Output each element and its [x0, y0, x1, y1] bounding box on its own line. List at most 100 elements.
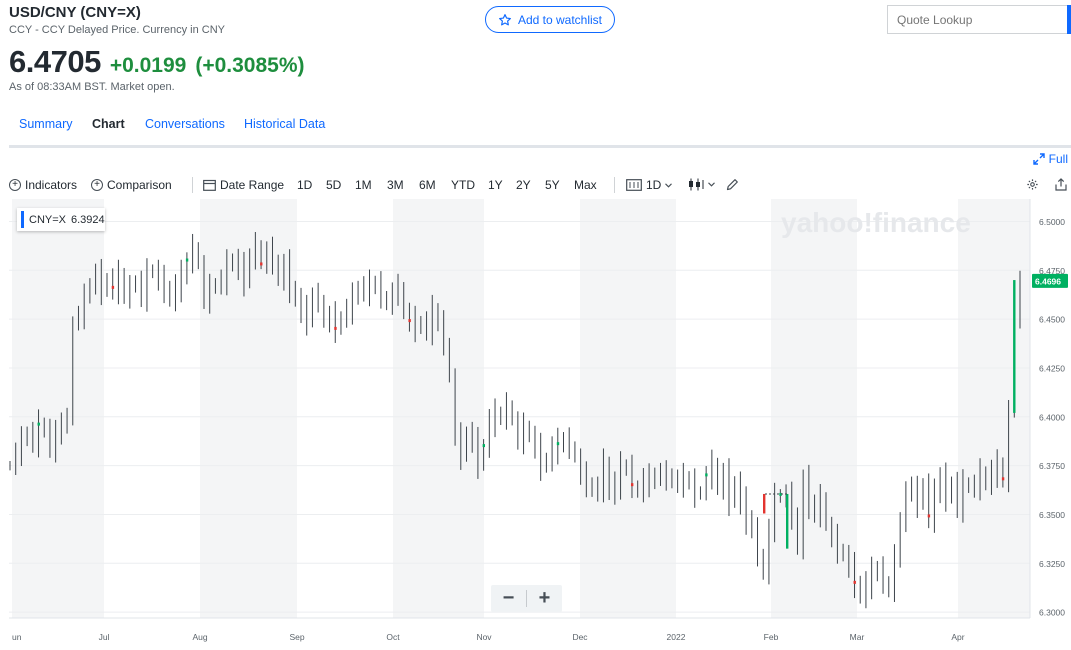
chart-window-icon — [626, 179, 642, 191]
range-5y[interactable]: 5Y — [545, 178, 560, 192]
chevron-down-icon — [708, 182, 715, 187]
range-1d[interactable]: 1D — [297, 178, 313, 192]
zoom-in-button[interactable]: + — [538, 587, 551, 609]
month-band — [958, 199, 1030, 618]
toolbar-divider — [614, 177, 615, 193]
price-bar-marker — [927, 514, 931, 518]
month-band — [200, 199, 297, 618]
y-tick-label: 6.3750 — [1039, 461, 1065, 471]
month-band — [580, 199, 676, 618]
price-bar-marker — [630, 483, 634, 487]
indicators-button[interactable]: + Indicators — [9, 178, 77, 192]
expand-icon — [1032, 153, 1045, 165]
month-band — [771, 199, 857, 618]
x-tick-label: Feb — [764, 632, 779, 642]
y-tick-label: 6.3500 — [1039, 510, 1065, 520]
price-bar-marker — [482, 444, 486, 448]
range-2y[interactable]: 2Y — [516, 178, 531, 192]
price-bar-marker — [408, 319, 411, 323]
tab-historical-data[interactable]: Historical Data — [244, 117, 326, 131]
price-chart[interactable]: 6.5000 6.4750 6.4500 6.4250 6.4000 6.3750 6.35… — [9, 199, 1071, 650]
tab-chart[interactable]: Chart — [82, 110, 135, 148]
tab-conversations[interactable]: Conversations — [145, 117, 225, 131]
last-price-label: 6.4696 — [1035, 276, 1061, 286]
quote-header: USD/CNY (CNY=X) CCY - CCY Delayed Price.… — [9, 4, 225, 36]
quote-lookup-input[interactable] — [887, 5, 1071, 34]
add-to-watchlist-button[interactable]: Add to watchlist — [485, 6, 615, 33]
range-3m[interactable]: 3M — [387, 178, 404, 192]
latest-candle — [1013, 280, 1016, 413]
down-candle — [763, 493, 766, 514]
range-1m[interactable]: 1M — [355, 178, 372, 192]
chart-toolbar: + Indicators + Comparison Date Range 1D … — [9, 176, 1071, 196]
quote-tabs: Summary Chart Conversations Historical D… — [9, 110, 1071, 148]
search-button[interactable] — [1067, 5, 1071, 34]
date-range-button[interactable]: Date Range — [203, 178, 284, 192]
tab-summary[interactable]: Summary — [19, 117, 73, 131]
x-tick-label: Dec — [572, 632, 588, 642]
star-icon — [499, 13, 511, 25]
x-tick-label: Sep — [289, 632, 304, 642]
settings-button[interactable] — [1026, 178, 1039, 191]
market-status: As of 08:33AM BST. Market open. — [9, 81, 175, 93]
zoom-out-button[interactable]: − — [502, 587, 515, 609]
price-bar-marker — [705, 473, 708, 477]
range-ytd[interactable]: YTD — [451, 178, 475, 192]
range-1y[interactable]: 1Y — [488, 178, 503, 192]
symbol-title: USD/CNY (CNY=X) — [9, 4, 141, 21]
x-tick-label: Mar — [850, 632, 865, 642]
current-price: 6.4705 — [9, 44, 101, 79]
full-screen-button[interactable]: Full — [1032, 152, 1068, 166]
calendar-icon — [203, 179, 216, 191]
comparison-label: Comparison — [107, 178, 172, 192]
pencil-icon — [726, 179, 738, 191]
x-tick-label: Oct — [386, 632, 400, 642]
price-bar-marker — [556, 442, 560, 446]
legend-symbol: CNY=X — [29, 213, 66, 226]
price-bar-marker — [260, 262, 263, 266]
y-tick-label: 6.4250 — [1039, 363, 1065, 373]
last-price-tag — [1032, 273, 1068, 288]
price-bar-marker — [1001, 477, 1005, 481]
watchlist-label: Add to watchlist — [517, 12, 603, 27]
x-tick-label: un — [12, 632, 22, 642]
x-tick-label: Jul — [99, 632, 110, 642]
price-bar-marker — [185, 258, 189, 262]
y-tick-label: 6.3000 — [1039, 608, 1065, 618]
price-change: +0.0199 — [109, 54, 187, 77]
y-tick-label: 6.5000 — [1039, 217, 1065, 227]
plus-circle-icon: + — [91, 179, 103, 191]
share-button[interactable] — [1055, 178, 1067, 191]
price-row: 6.4705 +0.0199 (+0.3085%) — [9, 44, 304, 80]
interval-select[interactable]: 1D — [626, 178, 673, 192]
zoom-divider — [526, 590, 527, 607]
y-tick-label: 6.4500 — [1039, 315, 1065, 325]
full-label: Full — [1048, 152, 1068, 166]
x-tick-label: Nov — [476, 632, 492, 642]
up-candle — [786, 493, 789, 549]
chart-canvas[interactable]: 6.5000 6.4750 6.4500 6.4250 6.4000 6.3750 6.35… — [9, 199, 1071, 650]
range-6m[interactable]: 6M — [419, 178, 436, 192]
series-legend: CNY=X 6.3924 — [17, 208, 105, 231]
draw-tool-button[interactable] — [726, 178, 739, 191]
price-bar-marker — [334, 326, 337, 330]
comparison-button[interactable]: + Comparison — [91, 178, 172, 192]
indicators-label: Indicators — [25, 178, 78, 192]
y-tick-label: 6.4750 — [1039, 266, 1065, 276]
legend-color-marker — [21, 211, 24, 228]
x-tick-label: Aug — [192, 632, 207, 642]
chevron-down-icon — [665, 182, 673, 188]
symbol-subtitle: CCY - CCY Delayed Price. Currency in CNY — [9, 24, 225, 36]
y-tick-label: 6.3250 — [1039, 559, 1065, 569]
plus-circle-icon: + — [9, 179, 21, 191]
toolbar-divider — [192, 177, 193, 193]
month-band — [12, 199, 104, 618]
chart-type-select[interactable] — [688, 178, 715, 191]
share-icon — [1055, 178, 1067, 191]
range-5d[interactable]: 5D — [326, 178, 342, 192]
range-max[interactable]: Max — [574, 178, 597, 192]
month-band — [393, 199, 484, 618]
price-bar-marker — [779, 492, 782, 496]
price-bar-marker — [111, 285, 115, 289]
legend-value: 6.3924 — [71, 213, 105, 226]
